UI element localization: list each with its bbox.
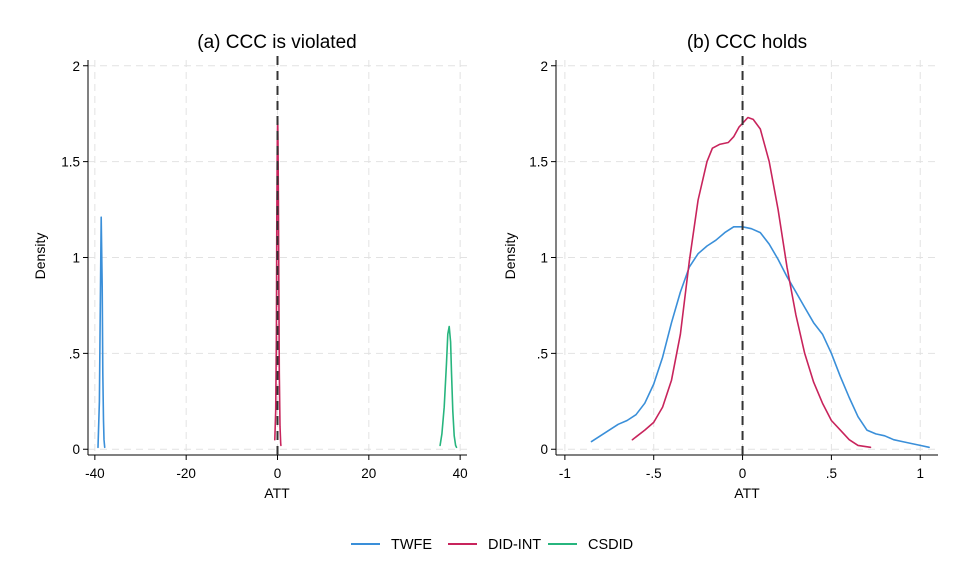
panel-b-x-label: ATT xyxy=(734,485,760,501)
series-line-csdid xyxy=(439,325,458,449)
panel-a-y-ticks: 0 .5 1 1.5 2 xyxy=(61,59,88,457)
panel-a-y-label: Density xyxy=(32,233,48,280)
x-tick-label: -.5 xyxy=(646,466,662,481)
series-line-did-int xyxy=(273,116,282,447)
legend-label-csdid: CSDID xyxy=(588,537,633,553)
panel-b: (b) CCC holds 0 .5 1 1.5 2 -1 -.5 0 .5 1 ATT Den… xyxy=(502,32,938,501)
series-line-did-int xyxy=(631,116,872,449)
y-tick-label: 2 xyxy=(72,59,80,74)
panel-a-title: (a) CCC is violated xyxy=(197,32,356,53)
legend-label-twfe: TWFE xyxy=(391,537,432,553)
y-tick-label: 0 xyxy=(72,442,80,457)
series-line-twfe xyxy=(590,226,930,449)
panel-b-series xyxy=(590,116,930,449)
y-tick-label: 0 xyxy=(540,442,548,457)
y-tick-label: 1.5 xyxy=(61,155,80,170)
series-line-twfe xyxy=(97,216,106,449)
x-tick-label: .5 xyxy=(826,466,837,481)
x-tick-label: 1 xyxy=(916,466,924,481)
panel-a-series xyxy=(97,116,458,449)
panel-a-x-ticks: -40 -20 0 20 40 xyxy=(85,455,468,481)
panel-b-x-ticks: -1 -.5 0 .5 1 xyxy=(559,455,924,481)
y-tick-label: 1 xyxy=(540,251,548,266)
x-tick-label: -20 xyxy=(176,466,196,481)
panel-b-title: (b) CCC holds xyxy=(687,32,807,53)
x-tick-label: 20 xyxy=(361,466,376,481)
x-tick-label: 0 xyxy=(739,466,747,481)
x-tick-label: 0 xyxy=(274,466,282,481)
legend-label-did-int: DID-INT xyxy=(488,537,541,553)
x-tick-label: 40 xyxy=(453,466,468,481)
legend: TWFE DID-INT CSDID xyxy=(351,537,633,553)
panel-b-y-ticks: 0 .5 1 1.5 2 xyxy=(529,59,556,457)
y-tick-label: .5 xyxy=(537,346,548,361)
x-tick-label: -40 xyxy=(85,466,105,481)
panel-b-y-label: Density xyxy=(502,233,518,280)
y-tick-label: 1 xyxy=(72,251,80,266)
x-tick-label: -1 xyxy=(559,466,571,481)
y-tick-label: 2 xyxy=(540,59,548,74)
panel-a: (a) CCC is violated 0 .5 1 1.5 2 -40 -20 0 20 40… xyxy=(32,32,468,501)
y-tick-label: 1.5 xyxy=(529,155,548,170)
y-tick-label: .5 xyxy=(69,346,80,361)
panel-a-x-label: ATT xyxy=(264,485,290,501)
